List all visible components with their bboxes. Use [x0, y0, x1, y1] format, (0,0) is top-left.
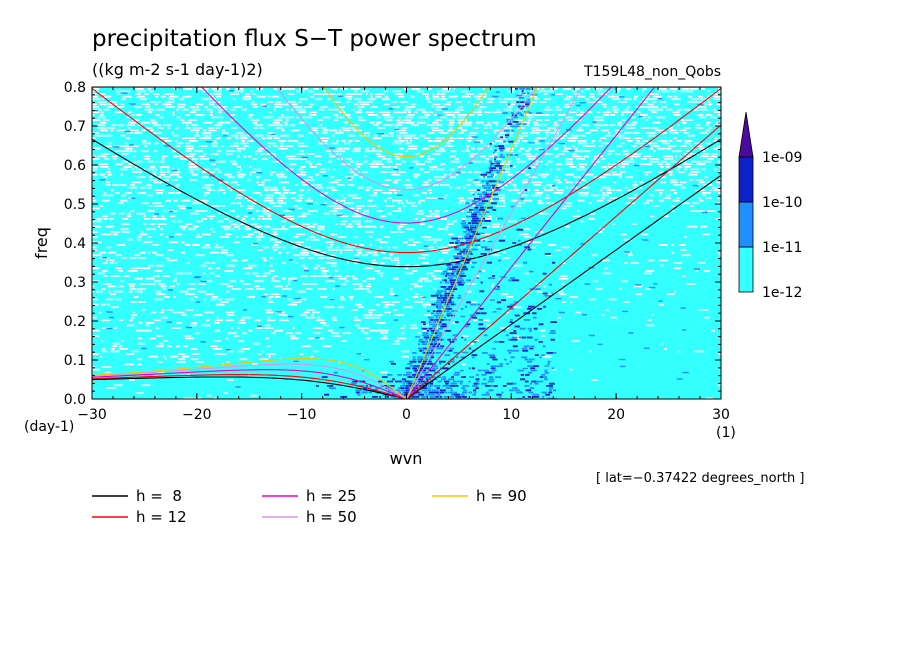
x-tick-label: −20: [182, 407, 212, 423]
latitude-annotation: [ lat=−0.37422 degrees_north ]: [596, 471, 804, 486]
kelvin-curve-h-25: [406, 87, 656, 399]
rossby-curve-h-12: [92, 374, 407, 399]
rossby-curve-h-50: [92, 363, 407, 399]
x-axis-label: wvn: [390, 449, 423, 468]
dispersion-curves: [92, 87, 721, 399]
curve-h-25: [92, 87, 656, 399]
colorbar: 1e-12 1e-11 1e-10 1e-09: [738, 111, 802, 301]
legend-item: h = 12: [92, 508, 187, 526]
legend-label: h = 12: [136, 508, 187, 526]
y-tick-label: 0.3: [64, 275, 86, 291]
y-tick-label: 0.7: [64, 119, 86, 135]
colorbar-segment: [738, 246, 754, 293]
rossby-curve-h-25: [92, 369, 407, 399]
experiment-label: T159L48_non_Qobs: [583, 64, 721, 80]
legend-item: h = 50: [262, 508, 357, 526]
x-tick-label: 0: [402, 407, 411, 423]
curve-h-50: [92, 87, 583, 399]
colorbar-segment: [738, 156, 754, 203]
y-axis-label: freq: [32, 227, 51, 259]
legend-item: h = 25: [262, 487, 357, 505]
x-tick-label: 30: [712, 407, 730, 423]
legend-label: h = 90: [476, 487, 527, 505]
gravity-curve-h-50: [275, 87, 538, 191]
x-tick-label: −30: [77, 407, 107, 423]
legend-label: h = 50: [306, 508, 357, 526]
curve-h-8: [92, 138, 721, 399]
legend: h = 8 h = 12 h = 25 h = 50 h = 90: [92, 487, 527, 526]
field-high-power: [316, 88, 557, 399]
colorbar-label: 1e-11: [762, 240, 802, 256]
colorbar-label: 1e-09: [762, 150, 802, 166]
y-tick-label: 0.8: [64, 80, 86, 96]
curve-h-12: [92, 87, 721, 399]
y-unit-label: (day-1): [24, 419, 74, 435]
x-tick-label: 20: [607, 407, 625, 423]
x-unit-label: (1): [716, 425, 736, 441]
y-tick-label: 0.5: [64, 197, 86, 213]
kelvin-curve-h-90: [405, 87, 538, 399]
legend-item: h = 8: [92, 487, 182, 505]
colorbar-label: 1e-10: [762, 195, 802, 211]
kelvin-curve-h-8: [406, 174, 721, 399]
colorbar-extension: [738, 111, 754, 158]
x-tick-label: −10: [287, 407, 317, 423]
legend-item: h = 90: [432, 487, 527, 505]
legend-label: h = 25: [306, 487, 357, 505]
colorbar-segment: [738, 201, 754, 248]
legend-label: h = 8: [136, 487, 182, 505]
y-tick-label: 0.4: [64, 236, 86, 252]
kelvin-curve-h-50: [406, 87, 583, 399]
y-tick-label: 0.2: [64, 314, 86, 330]
chart-title: precipitation flux S−T power spectrum: [92, 26, 537, 52]
spectrum-field: [92, 87, 721, 399]
x-axis: −30 −20 −10 0 10 20 30: [77, 87, 730, 423]
gravity-curve-h-25: [200, 87, 613, 224]
y-axis: 0.0 0.1 0.2 0.3 0.4 0.5 0.6 0.7 0.8: [64, 80, 721, 408]
curve-h-90: [92, 87, 538, 399]
y-tick-label: 0.0: [64, 392, 86, 408]
kelvin-curve-h-12: [406, 124, 721, 399]
gravity-curve-h-8: [92, 138, 721, 268]
gravity-curve-h-90: [323, 87, 490, 158]
colorbar-label: 1e-12: [762, 285, 802, 301]
chart-subtitle: ((kg m-2 s-1 day-1)2): [92, 60, 263, 79]
y-tick-label: 0.1: [64, 353, 86, 369]
gravity-curve-h-12: [92, 87, 721, 254]
rossby-curve-h-90: [92, 358, 407, 399]
y-tick-label: 0.6: [64, 158, 86, 174]
x-tick-label: 10: [502, 407, 520, 423]
rossby-curve-h-8: [92, 376, 407, 399]
